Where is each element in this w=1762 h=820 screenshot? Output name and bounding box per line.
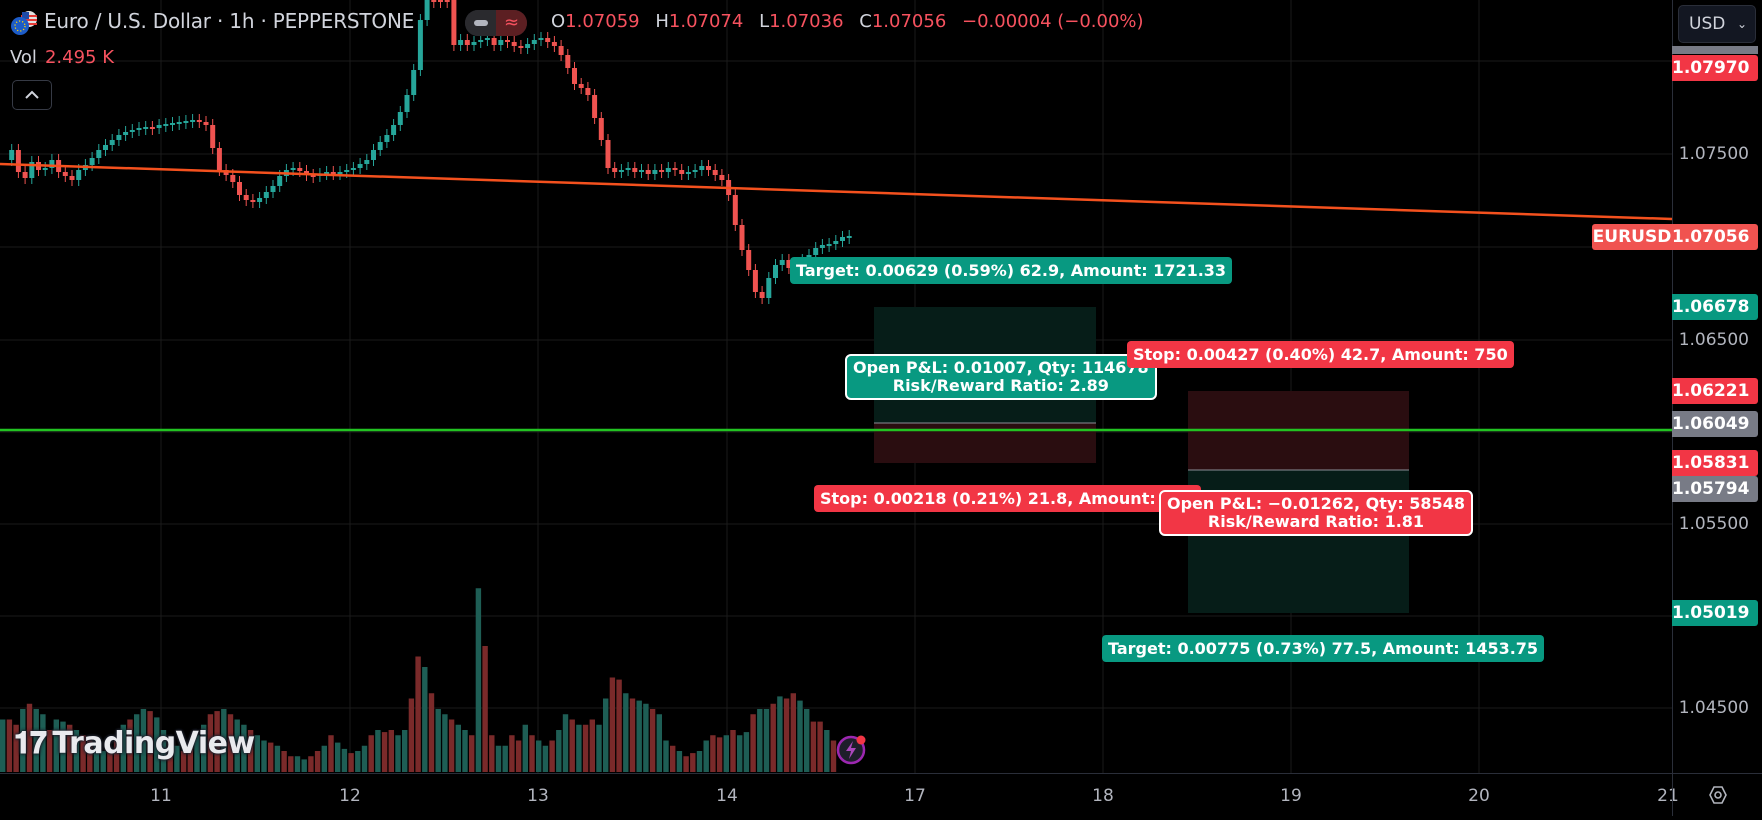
currency-select[interactable]: USD ⌄ bbox=[1678, 5, 1756, 43]
short-rr-text: Risk/Reward Ratio: 1.81 bbox=[1207, 512, 1425, 531]
long-pnl-box[interactable]: Open P&L: 0.01007, Qty: 114678 Risk/Rewa… bbox=[845, 354, 1157, 400]
change-value: −0.00004 (−0.00%) bbox=[962, 11, 1144, 32]
price-tick: 1.06500 bbox=[1678, 330, 1749, 350]
price-tag-last: 1.07056 bbox=[1672, 224, 1758, 250]
time-tick: 19 bbox=[1280, 786, 1302, 806]
time-tick: 20 bbox=[1468, 786, 1490, 806]
tradingview-wordmark: TradingView bbox=[52, 726, 255, 761]
short-pnl-box[interactable]: Open P&L: −0.01262, Qty: 58548 Risk/Rewa… bbox=[1159, 490, 1473, 536]
time-tick: 12 bbox=[339, 786, 361, 806]
trendline bbox=[0, 162, 1672, 221]
time-tick: 14 bbox=[716, 786, 738, 806]
chevron-down-icon: ⌄ bbox=[1736, 17, 1747, 31]
price-tag-short-target: 1.05019 bbox=[1672, 600, 1758, 626]
long-rr-text: Risk/Reward Ratio: 2.89 bbox=[892, 376, 1109, 395]
time-tick: 18 bbox=[1092, 786, 1114, 806]
price-tag-horizontal-line: 1.06049 bbox=[1672, 411, 1758, 437]
market-status-toggle[interactable]: ≈ bbox=[465, 10, 527, 36]
volume-bars bbox=[0, 588, 837, 772]
low-value: 1.07036 bbox=[769, 11, 844, 32]
price-tag-long-stop: 1.05831 bbox=[1672, 450, 1758, 476]
short-stop-label[interactable]: Stop: 0.00427 (0.40%) 42.7, Amount: 750 bbox=[1127, 341, 1514, 368]
long-target-label[interactable]: Target: 0.00629 (0.59%) 62.9, Amount: 17… bbox=[790, 257, 1233, 284]
price-tick: 1.07500 bbox=[1678, 144, 1749, 164]
volume-value: 2.495 K bbox=[44, 47, 114, 68]
chevron-up-icon bbox=[25, 90, 39, 99]
alert-lightning-button[interactable] bbox=[835, 733, 867, 765]
symbol-title[interactable]: Euro / U.S. Dollar · 1h · PEPPERSTONE bbox=[44, 9, 415, 33]
close-value: 1.07056 bbox=[871, 11, 947, 32]
high-value: 1.07074 bbox=[668, 11, 744, 32]
lightning-icon bbox=[836, 735, 866, 765]
price-tick: 1.04500 bbox=[1678, 698, 1749, 718]
open-value: 1.07059 bbox=[565, 11, 640, 32]
chart-settings-button[interactable] bbox=[1672, 773, 1762, 816]
market-closed-icon bbox=[465, 10, 496, 36]
price-tick: 1.05500 bbox=[1678, 514, 1749, 534]
time-tick: 13 bbox=[527, 786, 549, 806]
candlesticks bbox=[9, 0, 852, 304]
price-tag-long-stop-high: 1.07970 bbox=[1672, 55, 1758, 81]
tradingview-mark-icon: 𝟏𝟕 bbox=[14, 726, 47, 761]
close-key: C bbox=[859, 11, 872, 32]
time-tick: 21 bbox=[1657, 786, 1679, 806]
low-key: L bbox=[759, 11, 770, 32]
long-pnl-text: Open P&L: 0.01007, Qty: 114678 bbox=[853, 358, 1149, 377]
price-tag-short-entry: 1.05794 bbox=[1672, 476, 1758, 502]
currency-value: USD bbox=[1689, 14, 1726, 34]
volume-label: Vol bbox=[10, 47, 37, 68]
open-key: O bbox=[551, 11, 566, 32]
hidden-price-tag bbox=[1672, 46, 1758, 54]
price-tag-long-target: 1.06678 bbox=[1672, 294, 1758, 320]
time-axis[interactable]: 11 12 13 14 17 18 19 20 21 bbox=[0, 773, 1679, 816]
long-stop-label[interactable]: Stop: 0.00218 (0.21%) 21.8, Amount: 750 bbox=[814, 485, 1201, 512]
tradingview-logo[interactable]: 𝟏𝟕 TradingView bbox=[14, 726, 255, 761]
collapse-legend-button[interactable] bbox=[12, 80, 52, 110]
ticker-label: EURUSD bbox=[1592, 224, 1672, 250]
price-tag-short-stop: 1.06221 bbox=[1672, 378, 1758, 404]
short-pnl-text: Open P&L: −0.01262, Qty: 58548 bbox=[1167, 494, 1465, 513]
high-key: H bbox=[655, 11, 669, 32]
ohlc-values: O1.07059 H1.07074 L1.07036 C1.07056 −0.0… bbox=[551, 11, 1154, 32]
volume-legend[interactable]: Vol 2.495 K bbox=[10, 47, 114, 68]
time-tick: 11 bbox=[150, 786, 172, 806]
short-target-label[interactable]: Target: 0.00775 (0.73%) 77.5, Amount: 14… bbox=[1102, 635, 1545, 662]
settings-hexagon-icon bbox=[1709, 786, 1727, 804]
time-tick: 17 bbox=[904, 786, 926, 806]
approx-icon: ≈ bbox=[496, 10, 527, 36]
eurusd-flag-icon bbox=[10, 10, 38, 36]
price-axis[interactable]: 1.07500 1.06500 1.05500 1.04500 bbox=[1672, 0, 1762, 773]
